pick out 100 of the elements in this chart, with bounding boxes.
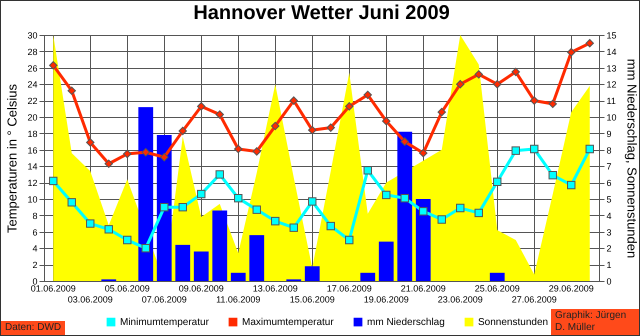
point <box>586 38 594 48</box>
point <box>160 152 168 162</box>
y-tick-label: 18 <box>27 128 38 139</box>
legend-label: mm Niederschlag <box>367 317 445 328</box>
y2-tick-label: 2 <box>606 244 612 254</box>
point <box>197 102 206 111</box>
point <box>142 244 150 252</box>
x-tick-label: 07.06.2009 <box>142 294 187 304</box>
point <box>271 122 280 130</box>
bar <box>397 132 412 281</box>
bar <box>212 210 228 281</box>
point <box>419 207 428 216</box>
point <box>252 147 261 156</box>
point <box>290 96 298 105</box>
y-tick-label: 22 <box>27 96 38 106</box>
point <box>400 194 409 202</box>
bar <box>490 272 505 281</box>
y-tick-label: 4 <box>32 244 38 254</box>
point <box>364 166 372 175</box>
y-tick-label: 16 <box>27 145 38 156</box>
y-tick-label: 6 <box>32 227 38 238</box>
bar <box>230 272 246 281</box>
x-tick-label: 03.06.2009 <box>68 294 113 304</box>
y2-tick-label: 7 <box>606 162 612 172</box>
point <box>252 205 261 214</box>
point <box>68 198 76 206</box>
y2-tick-label: 5 <box>606 194 612 204</box>
y2-tick-label: 6 <box>606 178 612 188</box>
y-tick-label: 8 <box>32 210 38 221</box>
point <box>142 148 150 156</box>
point <box>308 197 316 206</box>
point <box>86 219 94 228</box>
point <box>419 148 428 158</box>
y-tick-label: 26 <box>27 63 38 74</box>
point <box>271 216 280 226</box>
point <box>68 86 76 95</box>
point <box>326 222 335 230</box>
point <box>178 202 187 212</box>
point <box>123 150 132 158</box>
x-tick-label: 21.06.2009 <box>400 284 446 294</box>
y2-tick-label: 13 <box>606 63 617 74</box>
x-tick-label: 23.06.2009 <box>438 294 483 304</box>
y-tick-label: 0 <box>32 276 38 286</box>
point <box>548 171 557 180</box>
y2-tick-label: 10 <box>606 112 617 122</box>
point <box>493 178 502 186</box>
point <box>234 194 242 202</box>
y-tick-label: 20 <box>27 112 38 122</box>
point <box>474 208 483 218</box>
point <box>123 236 132 244</box>
point <box>530 96 538 105</box>
x-tick-label: 11.06.2009 <box>216 294 260 304</box>
point <box>456 80 464 88</box>
x-tick-label: 17.06.2009 <box>326 284 372 294</box>
x-tick-label: 01.06.2009 <box>30 284 76 294</box>
y2-tick-label: 12 <box>606 80 617 90</box>
point <box>382 116 390 126</box>
bar <box>138 107 154 281</box>
point <box>290 223 298 232</box>
x-tick-label: 25.06.2009 <box>474 284 520 294</box>
bar <box>378 242 394 281</box>
point <box>382 190 390 200</box>
point <box>586 144 594 154</box>
bar <box>416 199 431 281</box>
bar <box>156 135 172 281</box>
bar <box>304 266 320 281</box>
legend-label: Sonnenstunden <box>478 317 548 328</box>
y2-tick-label: 9 <box>606 128 612 139</box>
point <box>567 180 576 190</box>
y2-tick-label: 1 <box>606 260 612 270</box>
y2-tick-label: 8 <box>606 145 612 156</box>
point <box>345 102 354 111</box>
point <box>234 144 242 154</box>
y-axis-title: Temperaturen in ° Celsius <box>4 84 20 233</box>
point <box>400 137 409 146</box>
point <box>308 126 316 134</box>
x-tick-label: 27.06.2009 <box>512 294 557 304</box>
point <box>456 204 464 212</box>
y2-axis-title: mm Niederschlag, Sonnenstunden <box>624 58 640 258</box>
x-tick-label: 19.06.2009 <box>364 294 409 304</box>
y2-tick-label: 15 <box>606 30 617 40</box>
y-tick-label: 28 <box>27 46 38 57</box>
point <box>438 108 446 116</box>
y-tick-label: 2 <box>32 260 38 270</box>
point <box>104 225 113 234</box>
y-tick-label: 24 <box>27 80 38 90</box>
point <box>474 70 483 79</box>
point <box>364 90 372 100</box>
point <box>216 170 224 179</box>
point <box>326 123 335 132</box>
point <box>216 110 224 119</box>
point <box>86 138 94 147</box>
point <box>178 126 187 136</box>
text: Graphik: Jürgen D. Müller <box>551 309 639 335</box>
y-tick-label: 10 <box>27 194 38 204</box>
point <box>345 236 354 244</box>
point <box>493 80 502 88</box>
x-tick-label: 09.06.2009 <box>178 284 224 294</box>
point <box>160 202 168 212</box>
x-tick-label: 13.06.2009 <box>252 284 298 294</box>
